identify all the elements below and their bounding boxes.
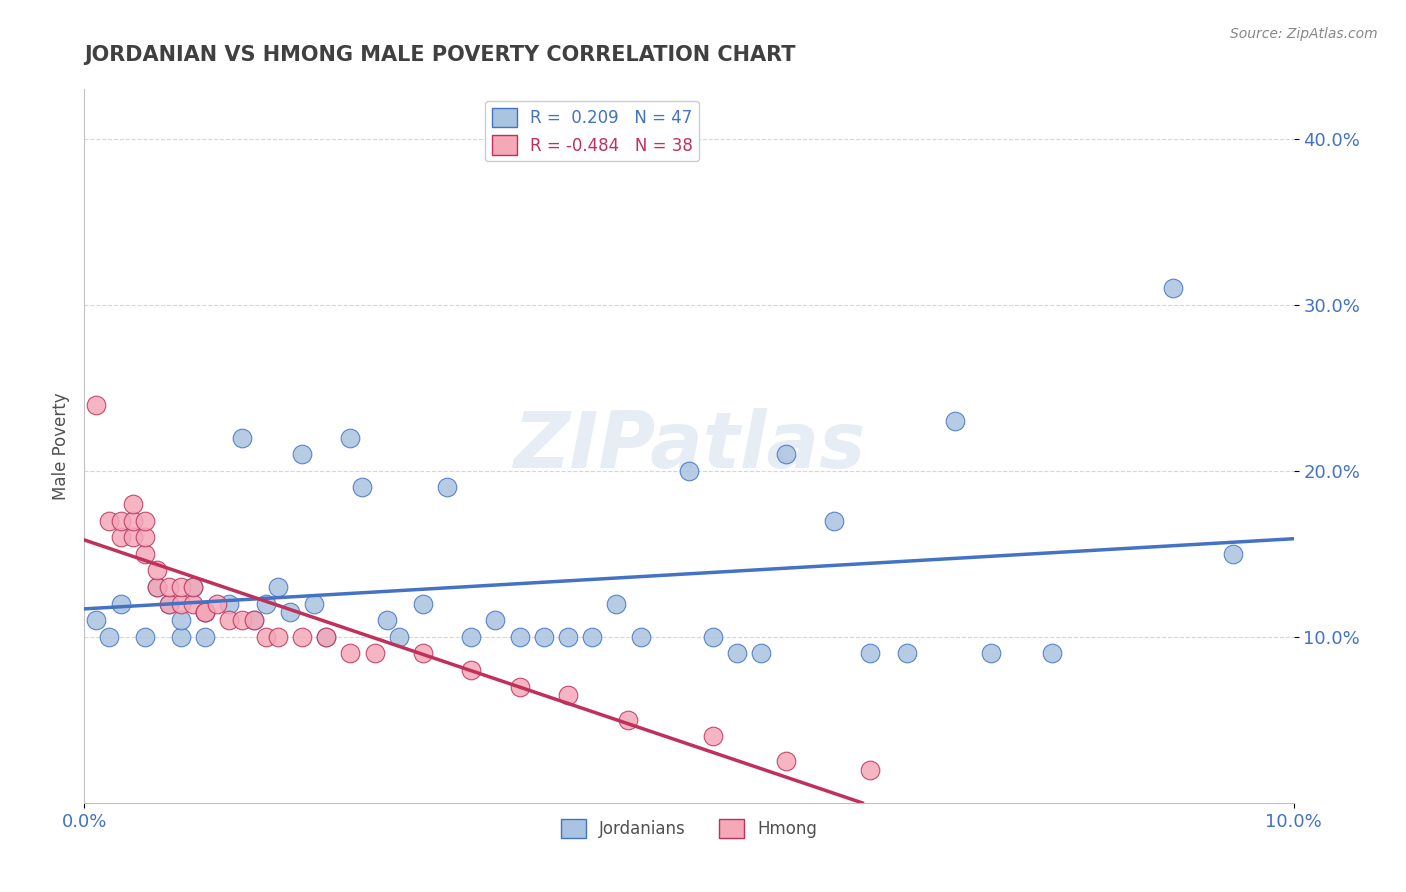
Point (943, 414, 966, 428)
Point (460, 663, 482, 677)
Point (980, 647, 1002, 661)
Point (97, 630, 120, 644)
Point (194, 605, 217, 619)
Point (315, 630, 337, 644)
Text: JORDANIAN VS HMONG MALE POVERTY CORRELATION CHART: JORDANIAN VS HMONG MALE POVERTY CORRELAT… (84, 45, 796, 65)
Point (86, 397, 108, 411)
Point (134, 514, 156, 528)
Point (194, 630, 217, 644)
Y-axis label: Male Poverty: Male Poverty (52, 392, 70, 500)
Point (339, 431, 361, 445)
Point (302, 597, 325, 611)
Point (702, 730, 724, 744)
Point (194, 605, 217, 619)
Point (86, 613, 108, 627)
Point (859, 763, 882, 777)
Point (859, 647, 882, 661)
Point (207, 597, 229, 611)
Point (1040, 647, 1063, 661)
Point (278, 605, 301, 619)
Point (146, 564, 169, 578)
Point (242, 613, 264, 627)
Text: ZIPatlas: ZIPatlas (513, 408, 865, 484)
Point (1222, 547, 1244, 561)
Point (254, 597, 277, 611)
Text: Source: ZipAtlas.com: Source: ZipAtlas.com (1230, 27, 1378, 41)
Point (291, 630, 314, 644)
Point (725, 647, 748, 661)
Point (121, 514, 143, 528)
Point (170, 597, 193, 611)
Point (157, 597, 180, 611)
Point (775, 447, 797, 461)
Point (533, 630, 555, 644)
Point (134, 530, 156, 544)
Point (110, 514, 132, 528)
Point (194, 605, 217, 619)
Point (630, 630, 652, 644)
Point (218, 597, 240, 611)
Point (121, 530, 143, 544)
Point (231, 431, 253, 445)
Legend: Jordanians, Hmong: Jordanians, Hmong (554, 812, 824, 845)
Point (181, 580, 204, 594)
Point (460, 630, 482, 644)
Point (678, 464, 700, 478)
Point (751, 647, 773, 661)
Point (557, 630, 579, 644)
Point (702, 630, 724, 644)
Point (170, 580, 193, 594)
Point (134, 547, 156, 561)
Point (121, 497, 143, 511)
Point (605, 597, 627, 611)
Point (181, 597, 204, 611)
Point (412, 647, 434, 661)
Point (484, 613, 506, 627)
Point (170, 613, 193, 627)
Point (617, 713, 640, 727)
Point (412, 597, 434, 611)
Point (146, 580, 169, 594)
Point (146, 580, 169, 594)
Point (375, 613, 398, 627)
Point (315, 630, 337, 644)
Point (823, 514, 845, 528)
Point (170, 630, 193, 644)
Point (267, 630, 290, 644)
Point (267, 580, 290, 594)
Point (134, 630, 156, 644)
Point (181, 580, 204, 594)
Point (110, 530, 132, 544)
Point (775, 754, 797, 768)
Point (291, 447, 314, 461)
Point (242, 613, 264, 627)
Point (352, 481, 374, 495)
Point (254, 630, 277, 644)
Point (388, 630, 411, 644)
Point (97, 514, 120, 528)
Point (1161, 281, 1184, 295)
Point (157, 597, 180, 611)
Point (110, 597, 132, 611)
Point (218, 613, 240, 627)
Point (509, 680, 531, 694)
Point (363, 647, 385, 661)
Point (231, 613, 253, 627)
Point (896, 647, 918, 661)
Point (157, 580, 180, 594)
Point (436, 481, 458, 495)
Point (339, 647, 361, 661)
Point (509, 630, 531, 644)
Point (557, 688, 579, 702)
Point (581, 630, 603, 644)
